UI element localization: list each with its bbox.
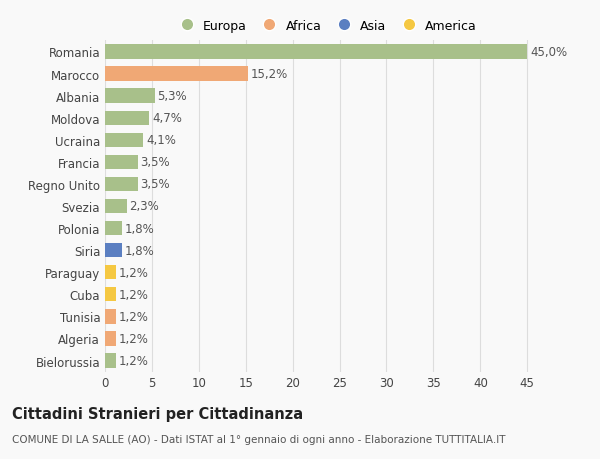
Text: 4,7%: 4,7% [152,112,182,125]
Bar [105,155,138,170]
Text: 5,3%: 5,3% [158,90,187,103]
Bar [105,45,527,60]
Text: 1,2%: 1,2% [119,310,149,323]
Text: 15,2%: 15,2% [250,68,287,81]
Text: 45,0%: 45,0% [530,46,567,59]
Text: COMUNE DI LA SALLE (AO) - Dati ISTAT al 1° gennaio di ogni anno - Elaborazione T: COMUNE DI LA SALLE (AO) - Dati ISTAT al … [12,434,505,444]
Bar [105,221,122,236]
Text: 2,3%: 2,3% [130,200,159,213]
Text: 1,2%: 1,2% [119,266,149,279]
Bar [105,177,138,192]
Text: 1,8%: 1,8% [125,244,154,257]
Bar [105,199,127,214]
Bar [105,353,116,368]
Bar [105,111,149,126]
Bar [105,287,116,302]
Legend: Europa, Africa, Asia, America: Europa, Africa, Asia, America [169,15,482,38]
Text: 1,2%: 1,2% [119,288,149,301]
Text: 3,5%: 3,5% [140,178,170,191]
Text: 3,5%: 3,5% [140,156,170,169]
Bar [105,89,155,104]
Bar [105,331,116,346]
Bar [105,265,116,280]
Text: Cittadini Stranieri per Cittadinanza: Cittadini Stranieri per Cittadinanza [12,406,303,421]
Bar [105,309,116,324]
Text: 1,8%: 1,8% [125,222,154,235]
Text: 1,2%: 1,2% [119,332,149,345]
Bar [105,243,122,258]
Bar [105,67,248,82]
Text: 1,2%: 1,2% [119,354,149,367]
Bar [105,133,143,148]
Text: 4,1%: 4,1% [146,134,176,147]
